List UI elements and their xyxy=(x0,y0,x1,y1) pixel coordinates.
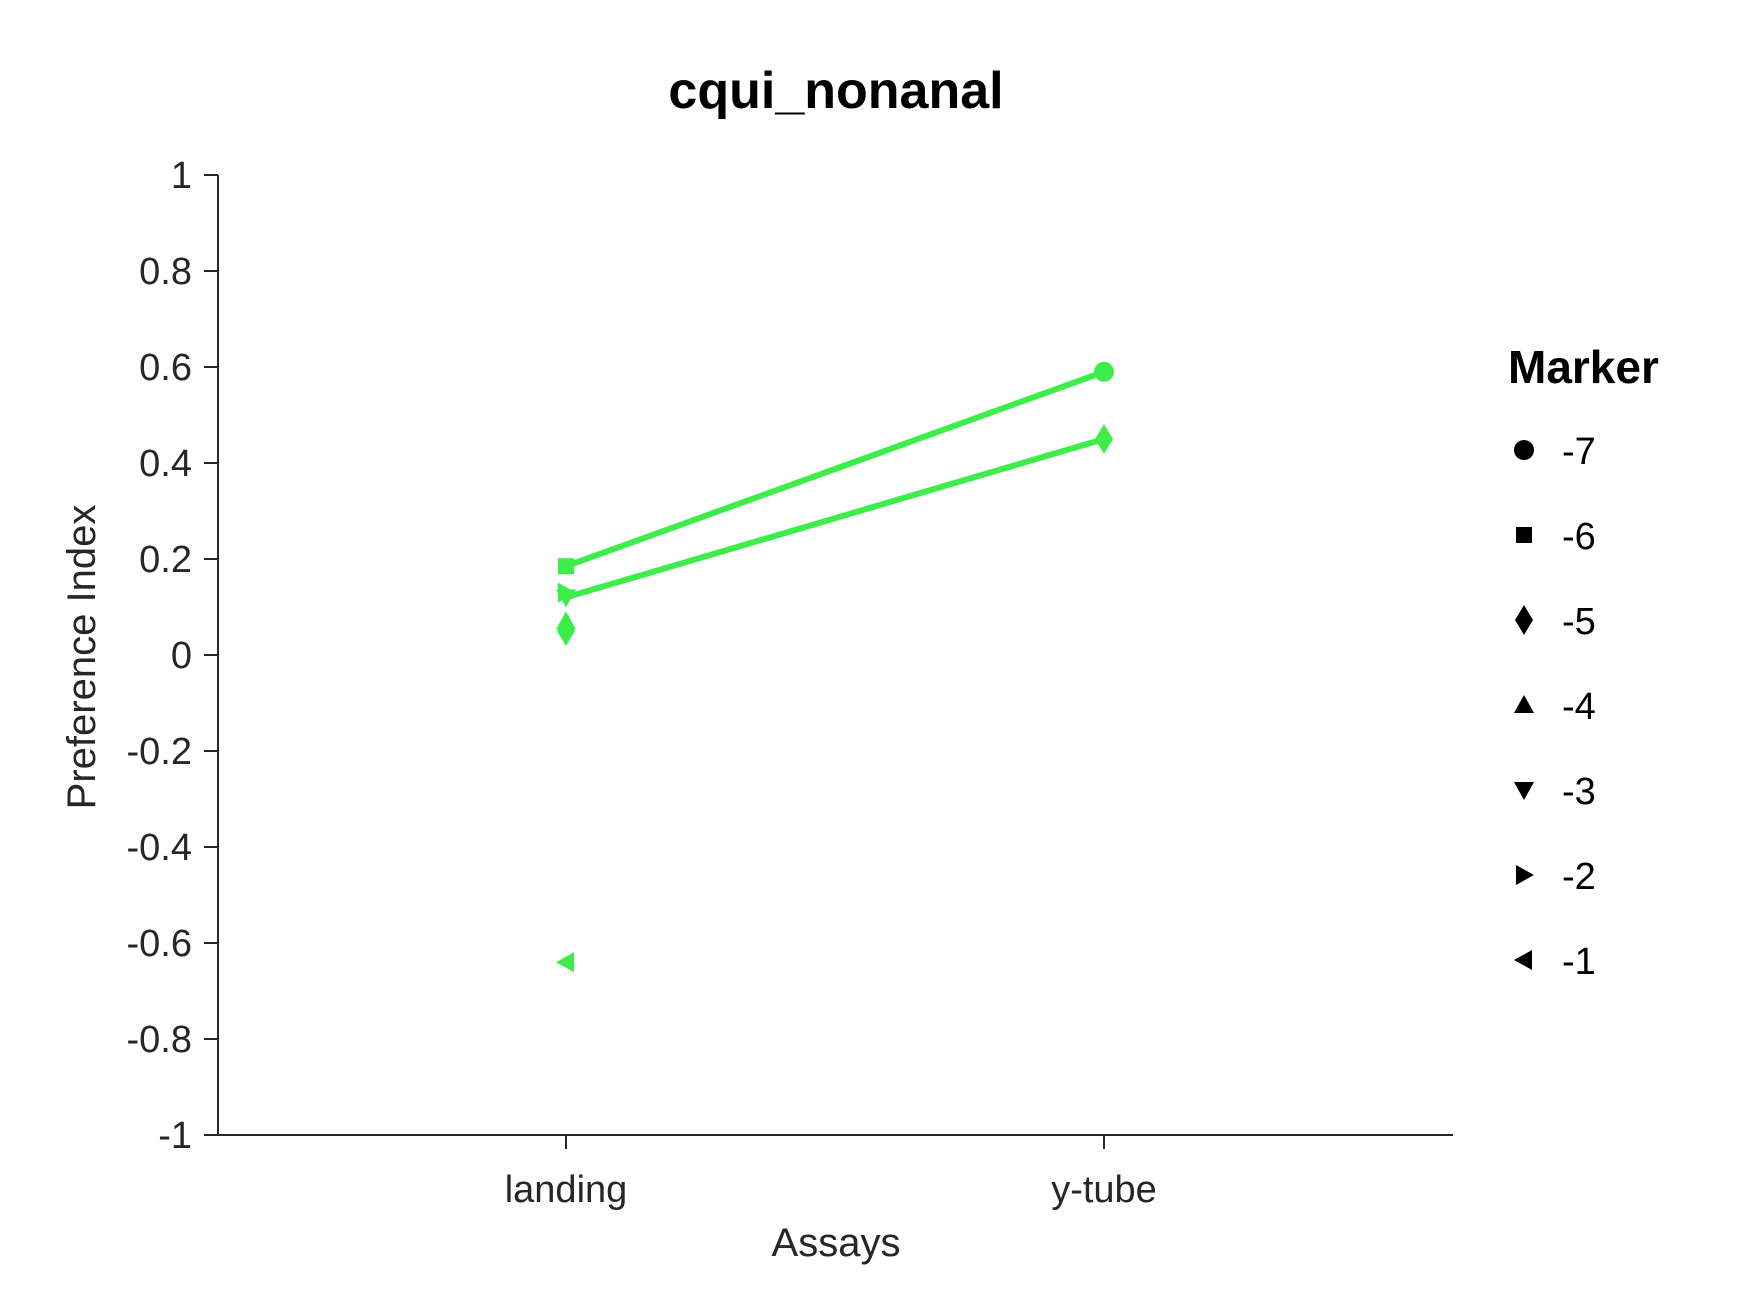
legend-label: -1 xyxy=(1562,941,1596,983)
legend-label: -4 xyxy=(1562,686,1596,728)
data-point-square xyxy=(558,558,574,575)
data-point-circle xyxy=(1094,361,1114,382)
y-tick-label: 0.6 xyxy=(139,347,192,389)
x-tick-label: landing xyxy=(505,1169,628,1211)
legend-label: -2 xyxy=(1562,856,1596,898)
data-point-triangle-up xyxy=(556,611,576,630)
plot-area xyxy=(556,361,1114,973)
y-tick-label: 0.2 xyxy=(139,539,192,581)
legend: -7 -6 -5 -4 -3 -2 -1 xyxy=(1514,431,1596,983)
y-tick-label: -0.2 xyxy=(127,731,192,773)
series-line xyxy=(563,368,1107,570)
y-tick-label: 0.8 xyxy=(139,251,192,293)
x-axis-label: Assays xyxy=(772,1221,901,1265)
y-tick-label: -0.6 xyxy=(127,923,192,965)
legend-marker-triangle-up xyxy=(1514,695,1534,713)
y-tick-label: -0.4 xyxy=(127,827,192,869)
series-line xyxy=(563,436,1107,601)
y-tick-label: 0 xyxy=(171,635,192,677)
legend-title: Marker xyxy=(1508,341,1659,393)
legend-marker-triangle-down xyxy=(1514,782,1534,800)
legend-label: -3 xyxy=(1562,771,1596,813)
y-axis-label: Preference Index xyxy=(60,505,104,810)
legend-marker-triangle-right xyxy=(1516,865,1534,885)
legend-marker-triangle-left xyxy=(1514,950,1532,970)
legend-marker-square xyxy=(1516,527,1532,543)
data-point-triangle-right xyxy=(558,582,576,603)
legend-label: -5 xyxy=(1562,601,1596,643)
legend-marker-circle xyxy=(1514,440,1534,460)
y-tick-label: -0.8 xyxy=(127,1019,192,1061)
legend-label: -7 xyxy=(1562,431,1596,473)
x-tick-label: y-tube xyxy=(1051,1169,1157,1211)
chart-title: cqui_nonanal xyxy=(668,62,1003,120)
axes: 1 0.8 0.6 0.4 0.2 0 -0.2 -0.4 -0.6 -0.8 -1 landing y… xyxy=(127,155,1453,1211)
y-tick-label: 1 xyxy=(171,155,192,197)
y-tick-label: 0.4 xyxy=(139,443,192,485)
legend-label: -6 xyxy=(1562,516,1596,558)
data-point-triangle-left xyxy=(556,952,574,973)
y-tick-label: -1 xyxy=(158,1115,192,1157)
legend-marker-diamond xyxy=(1515,605,1533,635)
data-point-diamond xyxy=(1095,424,1113,454)
